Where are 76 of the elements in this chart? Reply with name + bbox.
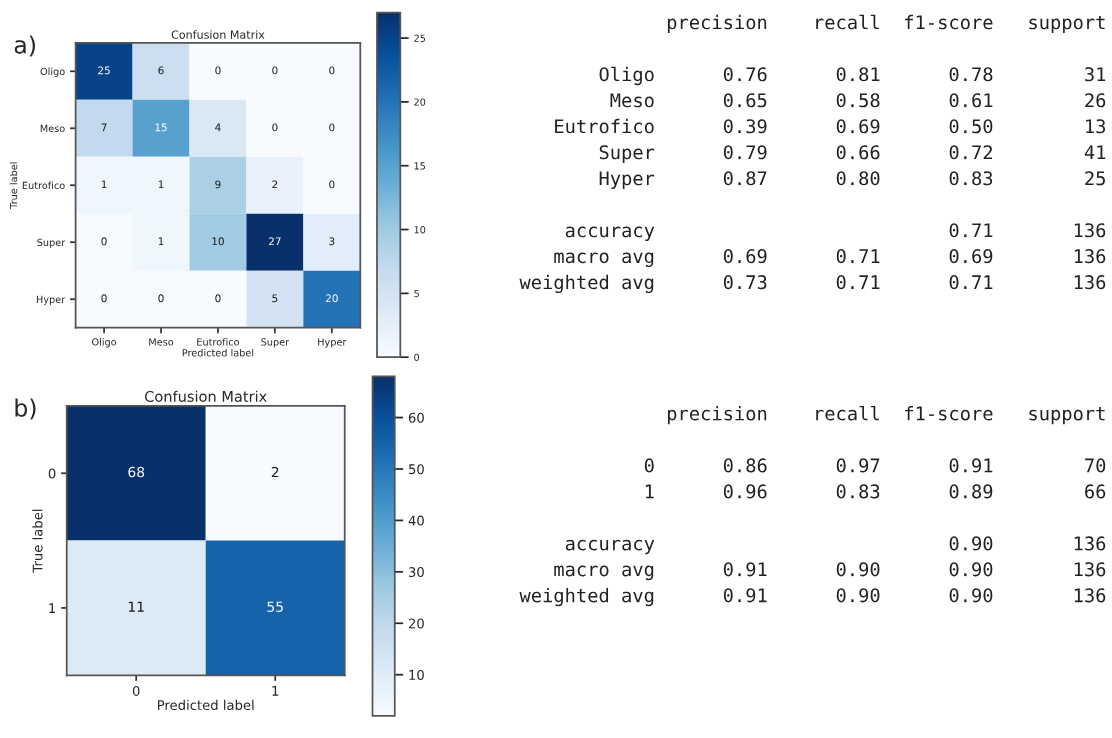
text: weighted avg 0.73 0.71 0.71 136 [519, 274, 1106, 294]
data-label: 9 [215, 180, 221, 189]
chart-title: Confusion Matrix [171, 30, 265, 39]
data-label: 20 [325, 294, 338, 303]
y-axis-title: True label [9, 162, 18, 209]
data-label: 3 [329, 237, 335, 246]
x-tick-label: Oligo [92, 338, 117, 348]
color-bar-label: 20 [408, 618, 424, 629]
data-label: 0 [329, 66, 335, 75]
x-tick-label: Super [261, 338, 290, 348]
x-tick-label: Eutrofico [197, 338, 240, 346]
text: precision recall f1-score support [667, 405, 1105, 425]
text: 0 0.86 0.97 0.91 70 [644, 458, 1106, 473]
text: Eutrofico 0.39 0.69 0.50 13 [555, 118, 1106, 134]
data-label: 0 [329, 123, 335, 132]
data-label: 0 [329, 180, 335, 189]
color-bar-label: 0 [414, 353, 420, 362]
text: a) [14, 35, 35, 57]
color-bar-label: 30 [408, 567, 424, 578]
data-label: 10 [212, 237, 224, 246]
data-label: 1 [101, 180, 107, 189]
data-label: 5 [272, 294, 278, 303]
data-label: 55 [267, 601, 283, 612]
data-label: 2 [272, 180, 278, 189]
x-axis-title: Predicted label [157, 699, 254, 711]
data-label: 7 [101, 123, 107, 132]
color-bar-label: 5 [414, 289, 419, 298]
x-tick-label: Meso [149, 338, 174, 346]
text: Oligo 0.76 0.81 0.78 31 [599, 66, 1106, 86]
data-label: 25 [98, 66, 110, 75]
data-label: 2 [271, 466, 279, 478]
y-axis-title: True label [32, 509, 43, 573]
color-bar-label: 60 [408, 412, 424, 423]
y-tick-label: Meso [40, 124, 65, 133]
text: Hyper 0.87 0.80 0.83 25 [599, 171, 1105, 190]
y-tick-label: 0 [48, 468, 56, 479]
data-label: 0 [101, 294, 107, 303]
data-label: 0 [215, 294, 221, 303]
y-tick-label: Oligo [40, 67, 65, 78]
color-bar-label: 10 [414, 226, 426, 234]
text: macro avg 0.69 0.71 0.69 136 [554, 249, 1106, 268]
y-tick-label: Super [37, 238, 66, 248]
text: weighted avg 0.91 0.90 0.90 136 [519, 587, 1106, 607]
x-axis-title: Predicted label [182, 348, 254, 357]
color-bar-label: 20 [414, 98, 426, 106]
data-label: 1 [158, 180, 164, 189]
y-tick-label: Eutrofico [22, 181, 65, 190]
text: b) [15, 398, 36, 420]
data-label: 1 [158, 237, 164, 246]
data-label: 27 [269, 237, 281, 246]
color-bar-label: 50 [408, 464, 424, 475]
color-bar-label: 10 [409, 669, 424, 680]
color-bar-label: 25 [414, 34, 426, 42]
data-label: 11 [128, 601, 144, 612]
data-label: 0 [215, 66, 221, 75]
y-tick-label: 1 [49, 603, 56, 613]
color-bar-label: 40 [408, 515, 424, 526]
data-label: 0 [272, 66, 278, 75]
data-label: 0 [101, 237, 107, 246]
chart-title: Confusion Matrix [144, 390, 267, 402]
data-label: 68 [128, 466, 145, 478]
text: Super 0.79 0.66 0.72 41 [599, 145, 1106, 164]
text: accuracy 0.90 136 [565, 536, 1106, 555]
x-tick-label: Hyper [318, 338, 347, 348]
color-bar-label: 15 [414, 162, 426, 170]
data-label: 6 [158, 66, 164, 75]
data-label: 4 [215, 123, 221, 132]
text: precision recall f1-score support [667, 14, 1105, 34]
data-label: 15 [155, 123, 167, 132]
text: 1 0.96 0.83 0.89 66 [645, 484, 1106, 499]
text: macro avg 0.91 0.90 0.90 136 [554, 562, 1106, 581]
data-label: 0 [272, 123, 278, 132]
text: Meso 0.65 0.58 0.61 26 [610, 93, 1106, 108]
text: accuracy 0.71 136 [565, 223, 1106, 242]
data-label: 0 [158, 294, 164, 303]
y-tick-label: Hyper [36, 295, 66, 305]
